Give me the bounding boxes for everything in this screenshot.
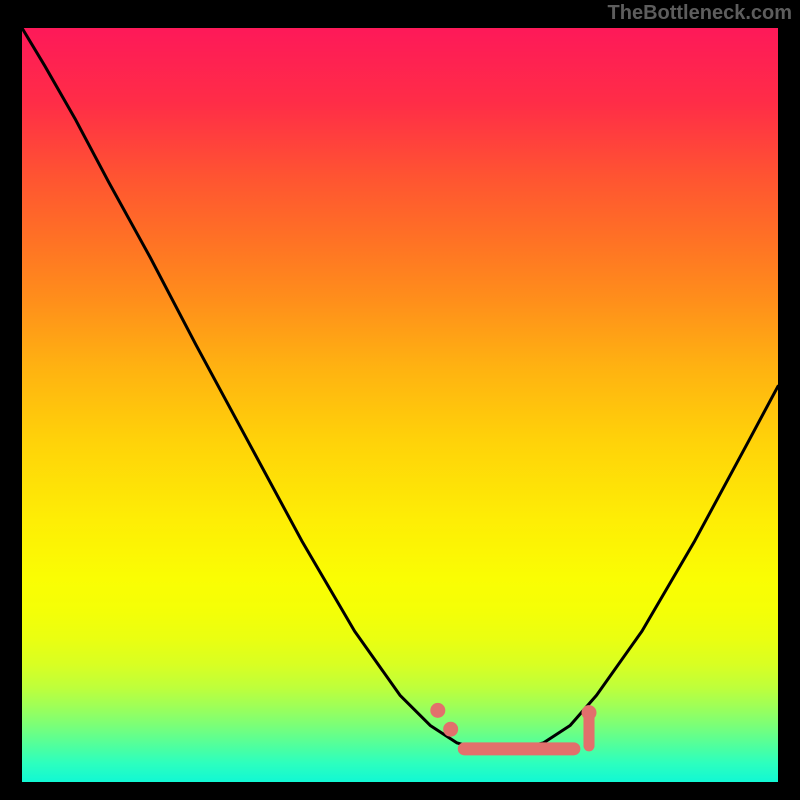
- chart-frame: TheBottleneck.com: [0, 0, 800, 800]
- gradient-background: [22, 28, 778, 782]
- attribution-label: TheBottleneck.com: [608, 2, 792, 25]
- plot-area: [22, 28, 778, 782]
